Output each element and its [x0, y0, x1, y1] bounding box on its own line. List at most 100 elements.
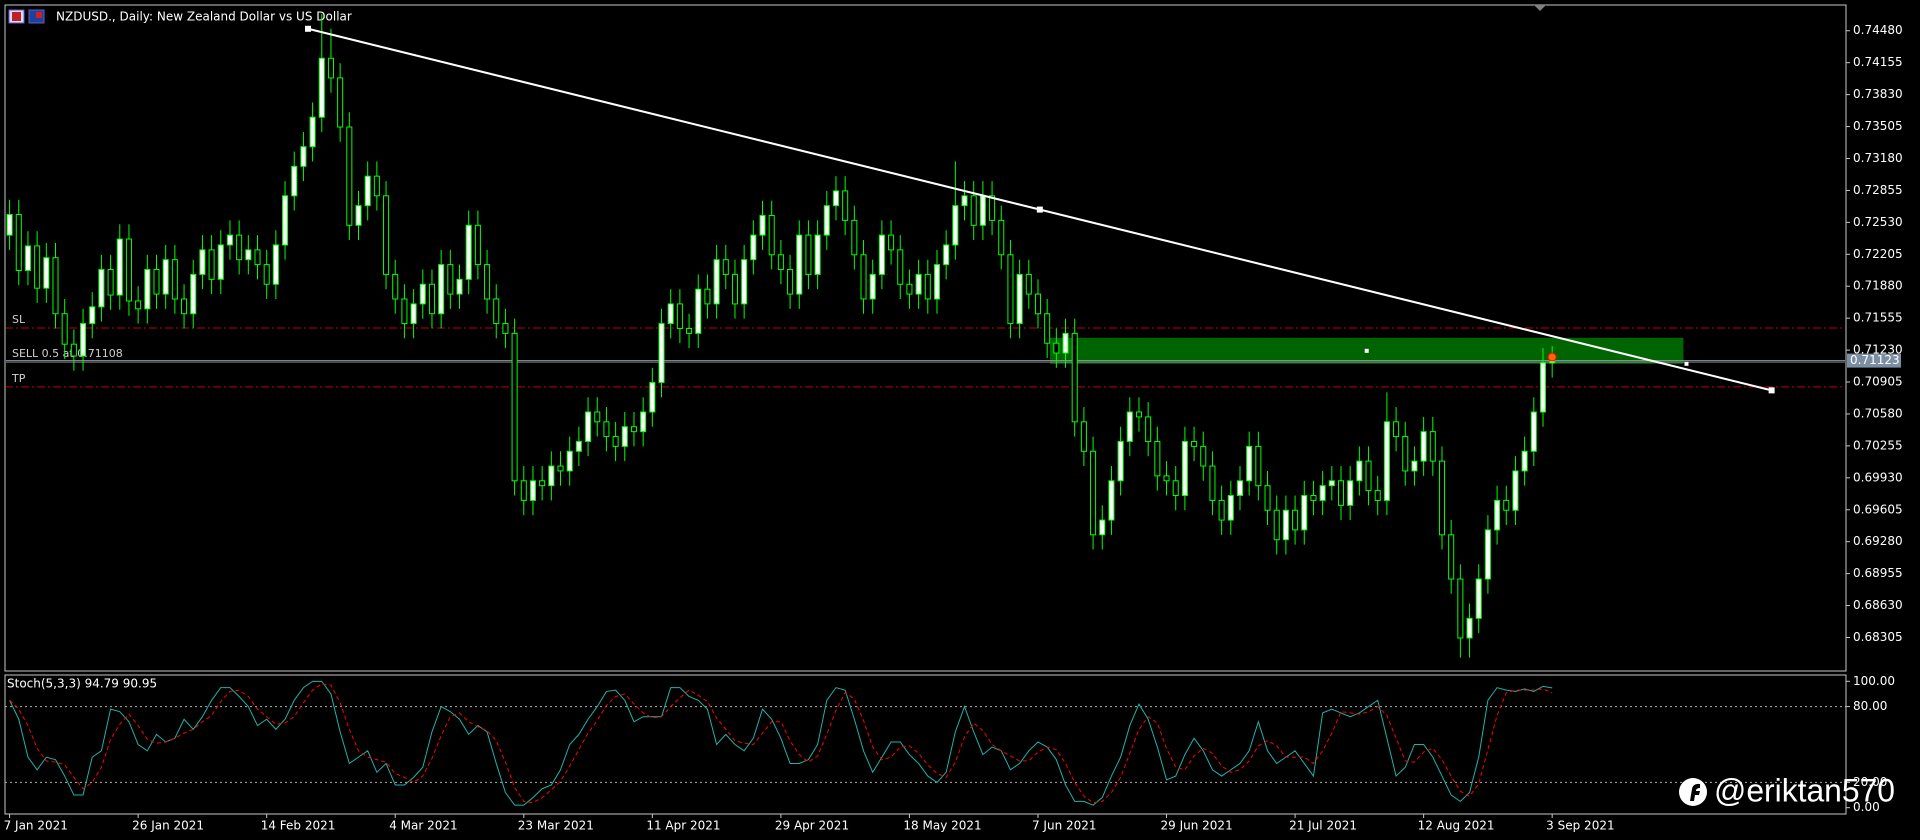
- candle-body: [566, 450, 573, 472]
- candle-body: [1273, 509, 1280, 541]
- x-tick-label: 4 Mar 2021: [389, 819, 457, 833]
- candle-body: [796, 234, 803, 295]
- x-tick-label: 29 Jun 2021: [1161, 819, 1233, 833]
- y-tick-label: 0.69605: [1853, 502, 1903, 516]
- y-tick-label: 0.71230: [1853, 343, 1903, 357]
- candle-body: [1420, 431, 1427, 462]
- candle-body: [603, 421, 610, 438]
- y-tick-label: 0.69930: [1853, 470, 1903, 484]
- candle-body: [979, 195, 986, 226]
- candle-body: [851, 219, 858, 256]
- x-tick-label: 7 Jun 2021: [1032, 819, 1097, 833]
- candle-body: [474, 224, 481, 266]
- price-box: [1847, 353, 1901, 368]
- candle-body: [346, 126, 353, 226]
- candle-body: [529, 480, 536, 501]
- candle-body: [1429, 431, 1436, 462]
- y-tick-label: 80.00: [1853, 699, 1887, 713]
- x-tick-label: 26 Jan 2021: [132, 819, 204, 833]
- candle-body: [373, 175, 380, 197]
- candle-body: [731, 273, 738, 305]
- candle-body: [1466, 617, 1473, 639]
- candle-body: [1044, 313, 1051, 344]
- y-tick-label: 0.68630: [1853, 598, 1903, 612]
- y-tick-label: 0.00: [1853, 800, 1880, 814]
- candle-body: [1227, 495, 1234, 521]
- plot-layer: SL SELL 0.5 at 0.71108 TP 0.74480 0.74155 0.7…: [4, 14, 1903, 833]
- candle-body: [1328, 480, 1335, 487]
- candle-body: [961, 195, 968, 207]
- candle-body: [245, 249, 252, 261]
- candle-body: [1457, 578, 1464, 639]
- candle-body: [1025, 273, 1032, 295]
- candle-body: [612, 436, 619, 447]
- candle-body: [419, 283, 426, 305]
- candle-body: [107, 269, 114, 296]
- y-tick-label: 0.71555: [1853, 311, 1903, 325]
- x-tick-label: 14 Feb 2021: [261, 819, 336, 833]
- watermark-text: @eriktan570: [1714, 772, 1895, 808]
- plot-area: SL SELL 0.5 at 0.71108 TP: [6, 14, 1845, 658]
- candle-body: [1145, 416, 1152, 442]
- candle-body: [144, 269, 151, 310]
- x-tick-label: 12 Aug 2021: [1418, 819, 1495, 833]
- candle-body: [1135, 411, 1143, 418]
- candle-body: [897, 249, 904, 285]
- candle-body: [282, 195, 289, 246]
- candle-body: [428, 283, 435, 315]
- candle-body: [869, 273, 876, 300]
- y-tick-label: 20.00: [1853, 775, 1887, 789]
- candle-body: [713, 259, 720, 305]
- y-tick-label: 0.68955: [1853, 566, 1903, 580]
- candle-body: [970, 195, 977, 226]
- candle-body: [1494, 499, 1501, 531]
- candle-body: [676, 303, 683, 329]
- y-tick-label: 0.73505: [1853, 119, 1903, 133]
- candle-body: [539, 480, 546, 487]
- candle-body: [520, 480, 527, 501]
- watermark: @eriktan570: [1679, 772, 1895, 808]
- candle-body: [6, 213, 13, 236]
- candle-body: [438, 264, 445, 315]
- candle-body: [484, 264, 491, 300]
- candle-body: [1007, 254, 1014, 325]
- y-tick-label: 0.70905: [1853, 375, 1903, 389]
- candle-body: [34, 245, 41, 289]
- candle-body: [1154, 440, 1161, 477]
- candle-body: [548, 465, 555, 487]
- candle-body: [1310, 495, 1317, 501]
- candle-body: [199, 249, 206, 275]
- candle-body: [1163, 475, 1170, 482]
- candle-body: [1200, 445, 1207, 467]
- candle-body: [291, 165, 298, 197]
- candle-body: [557, 465, 564, 472]
- candle-body: [943, 244, 950, 266]
- trendline-handle: [1036, 206, 1043, 213]
- candle-body: [116, 238, 123, 296]
- candle-body: [695, 288, 702, 334]
- candle-body: [768, 214, 775, 256]
- candle-body: [1539, 362, 1547, 413]
- candle-body: [15, 213, 22, 271]
- zone-handle: [1684, 361, 1689, 366]
- zone-handle: [1364, 348, 1369, 353]
- price-box-label: 0.71123: [1850, 353, 1900, 367]
- x-tick-label: 21 Jul 2021: [1289, 819, 1357, 833]
- indicator-title: Stoch(5,3,3) 94.79 90.95: [7, 677, 157, 691]
- candle-body: [1503, 499, 1510, 511]
- candle-body: [860, 254, 867, 300]
- symbol-icons: [8, 9, 45, 24]
- candle-body: [915, 273, 922, 295]
- candle-body: [401, 298, 408, 325]
- candle-body: [842, 190, 849, 221]
- candle-body: [135, 300, 142, 310]
- candle-body: [1108, 480, 1115, 521]
- order-level-label: TP: [11, 372, 26, 385]
- candle-body: [621, 426, 628, 447]
- candle-body: [787, 269, 794, 295]
- shift-marker[interactable]: [1534, 5, 1546, 11]
- candle-body: [181, 298, 188, 315]
- candle-body: [208, 249, 215, 280]
